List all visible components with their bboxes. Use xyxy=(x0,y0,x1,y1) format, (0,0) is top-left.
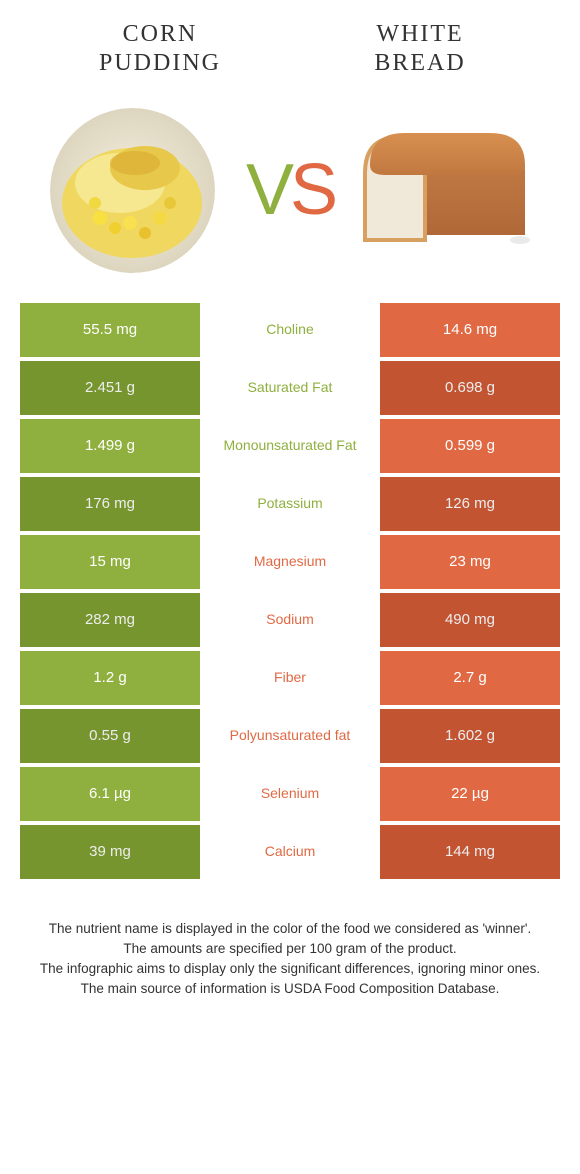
nutrient-name: Fiber xyxy=(200,651,380,705)
left-value: 15 mg xyxy=(20,535,200,589)
right-value: 0.599 g xyxy=(380,419,560,473)
nutrient-name: Choline xyxy=(200,303,380,357)
right-value: 490 mg xyxy=(380,593,560,647)
nutrient-name: Polyunsaturated fat xyxy=(200,709,380,763)
nutrient-name: Calcium xyxy=(200,825,380,879)
left-value: 2.451 g xyxy=(20,361,200,415)
right-value: 126 mg xyxy=(380,477,560,531)
images-row: VS xyxy=(0,88,580,303)
table-row: 0.55 gPolyunsaturated fat1.602 g xyxy=(20,709,560,763)
right-title-line1: WHITE xyxy=(376,21,463,47)
white-bread-image xyxy=(355,125,530,255)
nutrient-name: Saturated Fat xyxy=(200,361,380,415)
header: CORN PUDDING WHITE BREAD xyxy=(0,0,580,88)
right-value: 22 µg xyxy=(380,767,560,821)
left-value: 39 mg xyxy=(20,825,200,879)
footer-notes: The nutrient name is displayed in the co… xyxy=(30,919,550,1000)
left-title-line2: PUDDING xyxy=(99,50,221,76)
right-value: 1.602 g xyxy=(380,709,560,763)
right-food-title: WHITE BREAD xyxy=(320,20,520,78)
left-value: 0.55 g xyxy=(20,709,200,763)
corn-pudding-image xyxy=(50,108,215,273)
left-food-title: CORN PUDDING xyxy=(60,20,260,78)
right-value: 0.698 g xyxy=(380,361,560,415)
comparison-table: 55.5 mgCholine14.6 mg2.451 gSaturated Fa… xyxy=(20,303,560,879)
right-value: 2.7 g xyxy=(380,651,560,705)
footer-line1: The nutrient name is displayed in the co… xyxy=(30,919,550,939)
table-row: 1.2 gFiber2.7 g xyxy=(20,651,560,705)
right-value: 14.6 mg xyxy=(380,303,560,357)
nutrient-name: Magnesium xyxy=(200,535,380,589)
table-row: 282 mgSodium490 mg xyxy=(20,593,560,647)
left-value: 282 mg xyxy=(20,593,200,647)
nutrient-name: Sodium xyxy=(200,593,380,647)
table-row: 15 mgMagnesium23 mg xyxy=(20,535,560,589)
right-title-line2: BREAD xyxy=(374,50,465,76)
footer-line3: The infographic aims to display only the… xyxy=(30,959,550,979)
vs-s: S xyxy=(290,150,334,230)
nutrient-name: Monounsaturated Fat xyxy=(200,419,380,473)
right-value: 144 mg xyxy=(380,825,560,879)
nutrient-name: Selenium xyxy=(200,767,380,821)
left-value: 1.499 g xyxy=(20,419,200,473)
footer-line2: The amounts are specified per 100 gram o… xyxy=(30,939,550,959)
table-row: 2.451 gSaturated Fat0.698 g xyxy=(20,361,560,415)
vs-v: V xyxy=(246,150,290,230)
table-row: 1.499 gMonounsaturated Fat0.599 g xyxy=(20,419,560,473)
left-value: 6.1 µg xyxy=(20,767,200,821)
left-value: 55.5 mg xyxy=(20,303,200,357)
table-row: 39 mgCalcium144 mg xyxy=(20,825,560,879)
table-row: 6.1 µgSelenium22 µg xyxy=(20,767,560,821)
left-value: 176 mg xyxy=(20,477,200,531)
left-value: 1.2 g xyxy=(20,651,200,705)
vs-label: VS xyxy=(246,149,334,231)
left-title-line1: CORN xyxy=(123,21,198,47)
table-row: 55.5 mgCholine14.6 mg xyxy=(20,303,560,357)
table-row: 176 mgPotassium126 mg xyxy=(20,477,560,531)
footer-line4: The main source of information is USDA F… xyxy=(30,979,550,999)
right-value: 23 mg xyxy=(380,535,560,589)
nutrient-name: Potassium xyxy=(200,477,380,531)
